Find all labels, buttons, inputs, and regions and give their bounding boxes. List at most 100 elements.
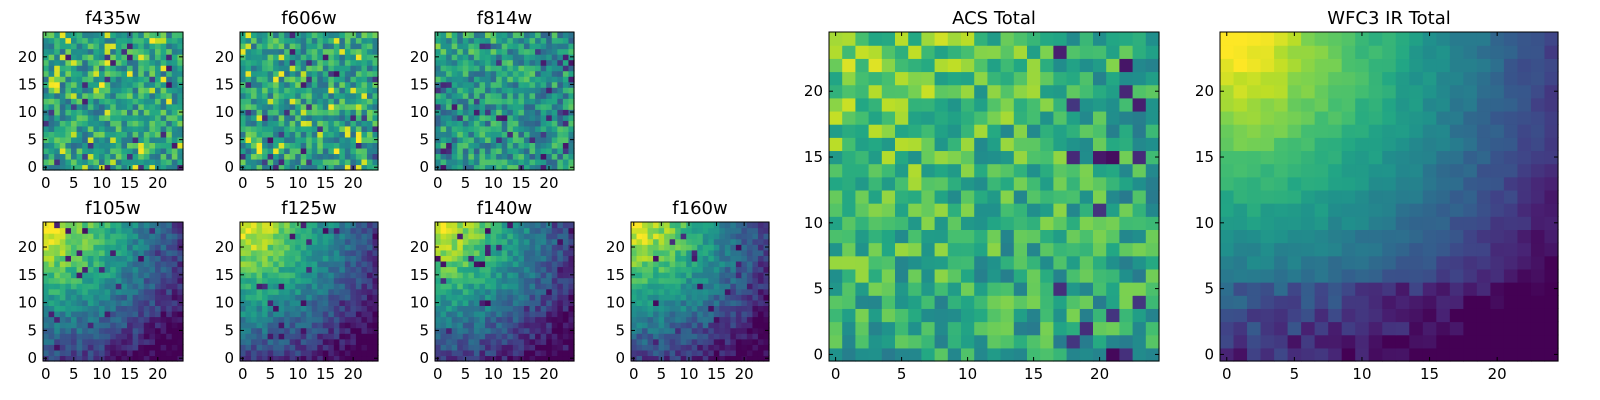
heatmap-cell xyxy=(457,227,464,234)
heatmap-cell xyxy=(921,308,936,323)
heatmap-cell xyxy=(333,43,340,50)
heatmap-cell xyxy=(529,333,536,340)
heatmap-cell xyxy=(446,32,453,39)
heatmap-cell xyxy=(284,349,291,357)
heatmap-cell xyxy=(501,48,508,55)
heatmap-cell xyxy=(829,308,843,323)
heatmap-cell xyxy=(143,283,150,290)
heatmap-cell xyxy=(702,344,709,351)
heatmap-cell xyxy=(730,316,737,323)
heatmap-cell xyxy=(59,131,66,138)
heatmap-cell xyxy=(518,255,525,262)
heatmap-cell xyxy=(713,333,720,340)
heatmap-cell xyxy=(166,37,173,44)
heatmap-cell xyxy=(43,266,50,273)
heatmap-cell xyxy=(267,103,274,110)
heatmap-cell xyxy=(160,125,167,132)
heatmap-cell xyxy=(636,283,643,290)
heatmap-cell xyxy=(557,43,564,50)
heatmap-cell xyxy=(473,316,481,323)
heatmap-cell xyxy=(440,81,447,88)
heatmap-cell xyxy=(76,92,83,99)
heatmap-cell xyxy=(311,114,318,121)
heatmap-cell xyxy=(636,349,643,357)
heatmap-cell xyxy=(490,43,497,50)
heatmap-cell xyxy=(339,338,346,345)
heatmap-cell xyxy=(523,310,531,318)
heatmap-cell xyxy=(278,120,285,127)
heatmap-cell xyxy=(317,266,324,273)
heatmap-cell xyxy=(350,266,357,273)
heatmap-cell xyxy=(76,65,83,72)
heatmap-cell xyxy=(562,299,570,306)
heatmap-cell xyxy=(1040,295,1054,309)
heatmap-cell xyxy=(546,43,553,50)
heatmap-cell xyxy=(855,295,870,309)
heatmap-cell xyxy=(697,244,704,251)
heatmap-cell xyxy=(490,272,497,279)
heatmap-cell xyxy=(440,260,447,268)
heatmap-cell xyxy=(289,260,296,268)
heatmap-cell xyxy=(895,334,909,349)
heatmap-cell xyxy=(669,277,676,284)
heatmap-cell xyxy=(317,327,324,334)
heatmap-cell xyxy=(344,54,351,61)
heatmap-cell xyxy=(166,238,173,245)
heatmap-cell xyxy=(110,322,117,329)
heatmap-cell xyxy=(446,103,453,110)
heatmap-cell xyxy=(171,310,178,318)
heatmap-cell xyxy=(306,87,313,94)
heatmap-cell xyxy=(87,37,94,44)
heatmap-cell xyxy=(730,349,737,357)
heatmap-cell xyxy=(76,32,83,39)
heatmap-cell xyxy=(256,136,263,143)
y-tick-label: 10 xyxy=(215,103,234,121)
heatmap-cell xyxy=(82,316,89,323)
heatmap-cell xyxy=(686,255,693,262)
heatmap-cell xyxy=(267,283,274,290)
heatmap-cell xyxy=(311,327,318,334)
heatmap-cell xyxy=(121,316,128,323)
heatmap-cell xyxy=(295,147,302,155)
heatmap-cell xyxy=(93,288,100,295)
heatmap-cell xyxy=(523,59,531,66)
heatmap-cell xyxy=(71,109,78,116)
heatmap-cell xyxy=(512,266,519,273)
heatmap-cell xyxy=(653,283,660,290)
heatmap-cell xyxy=(746,227,754,234)
heatmap-cell xyxy=(540,98,547,105)
heatmap-cell xyxy=(138,322,145,329)
heatmap-cell xyxy=(115,98,122,105)
heatmap-cell xyxy=(658,266,665,273)
heatmap-cell xyxy=(121,81,128,88)
heatmap-cell xyxy=(311,120,318,127)
heatmap-cell xyxy=(372,59,379,66)
heatmap-cell xyxy=(829,176,843,191)
heatmap-cell xyxy=(355,299,363,306)
heatmap-cell xyxy=(166,136,173,143)
heatmap-cell xyxy=(372,48,379,55)
heatmap-cell xyxy=(262,338,269,345)
heatmap-cell xyxy=(702,277,709,284)
heatmap-cell xyxy=(166,288,173,295)
heatmap-cell xyxy=(149,322,156,329)
heatmap-cell xyxy=(842,150,856,165)
heatmap-cell xyxy=(752,299,759,306)
heatmap-cell xyxy=(361,114,368,121)
heatmap-cell xyxy=(155,294,162,301)
heatmap-cell xyxy=(631,344,638,351)
heatmap-cell xyxy=(245,244,252,251)
heatmap-cell xyxy=(1079,347,1094,362)
heatmap-cell xyxy=(562,131,570,138)
heatmap-cell xyxy=(171,305,178,312)
heatmap-cell xyxy=(518,272,525,279)
heatmap-cell xyxy=(104,255,111,262)
heatmap-cell xyxy=(160,260,167,268)
heatmap-cell xyxy=(546,233,553,240)
heatmap-cell xyxy=(523,294,531,301)
heatmap-cell xyxy=(289,227,296,234)
heatmap-cell xyxy=(121,255,128,262)
heatmap-cell xyxy=(451,294,458,301)
heatmap-cell xyxy=(562,288,570,295)
heatmap-cell xyxy=(300,59,307,66)
